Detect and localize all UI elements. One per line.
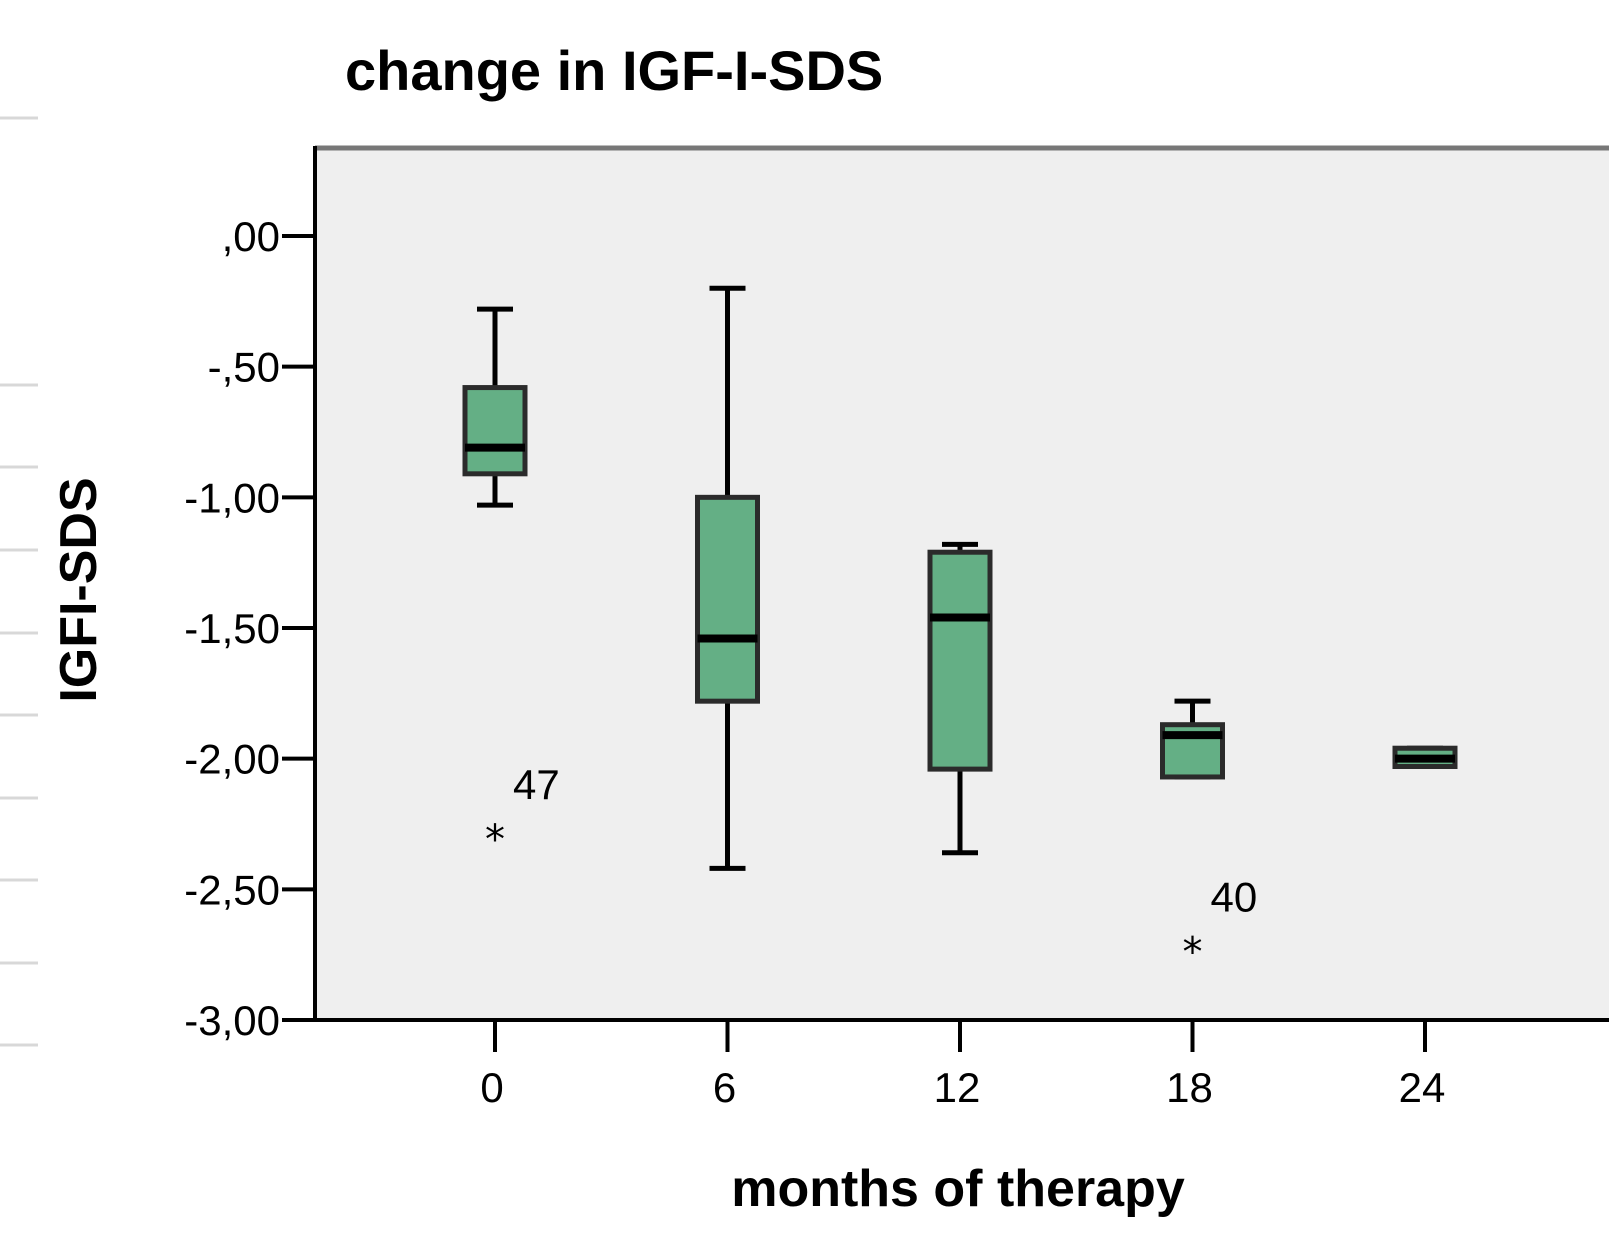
y-tick-label: -1,50 [184,605,280,652]
x-tick-label: 12 [934,1064,981,1111]
chart-title: change in IGF-I-SDS [345,39,883,102]
box-iqr [695,494,760,704]
box-18 [1160,698,1225,780]
box-0 [462,306,528,508]
x-tick-label: 6 [713,1064,736,1111]
outlier-marker: * [485,817,505,863]
box-24 [1392,745,1458,770]
left-edge-marks [0,116,38,1047]
y-tick-label: -,50 [208,344,280,391]
x-axis: 0 6 12 18 24 [480,1020,1445,1111]
outliers: *47*40 [485,761,1257,975]
y-tick-label: -2,50 [184,866,280,913]
boxes [462,285,1458,871]
y-tick-label: -2,00 [184,736,280,783]
box-iqr [927,549,993,772]
outlier-marker: * [1183,930,1203,976]
outlier-label: 40 [1211,874,1258,921]
x-axis-title: months of therapy [731,1160,1185,1218]
outlier-label: 47 [513,761,560,808]
y-tick-label: ,00 [222,213,280,260]
y-axis: ,00 -,50 -1,00 -1,50 -2,00 -2,50 -3,00 [184,213,315,1044]
x-tick-label: 0 [480,1064,503,1111]
box-12 [927,541,993,856]
box-iqr [462,385,528,477]
box-6 [695,285,760,871]
x-tick-label: 24 [1399,1064,1446,1111]
y-tick-label: -3,00 [184,997,280,1044]
x-tick-label: 18 [1166,1064,1213,1111]
y-axis-title: IGFI-SDS [50,477,108,702]
y-tick-label: -1,00 [184,474,280,521]
